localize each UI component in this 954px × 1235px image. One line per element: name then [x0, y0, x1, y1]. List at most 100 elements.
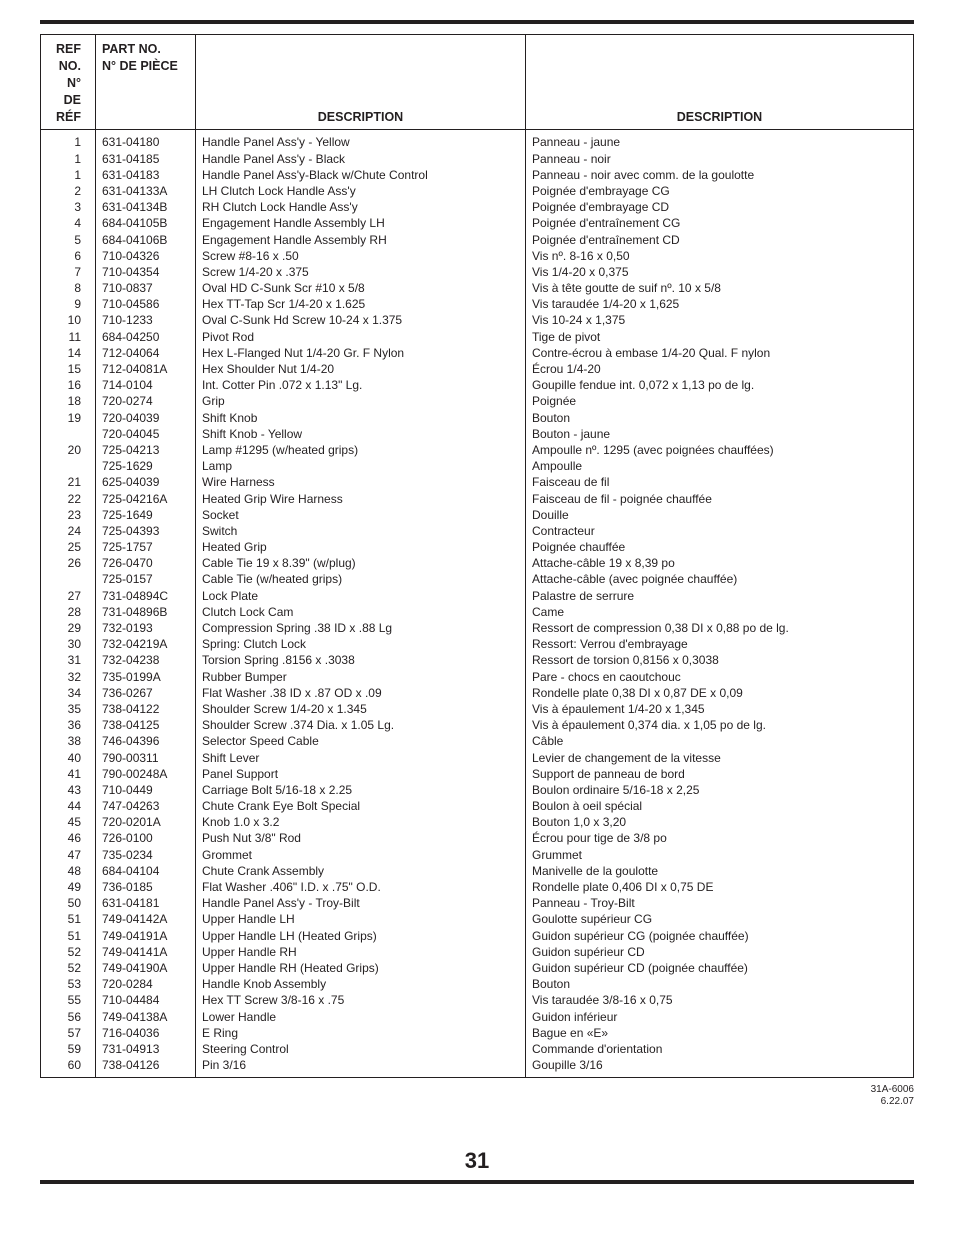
cell-part: 710-04586 — [96, 296, 196, 312]
cell-desc-fr: Vis nº. 8-16 x 0,50 — [526, 248, 914, 264]
cell-part: 725-1629 — [96, 458, 196, 474]
cell-desc-en: Handle Panel Ass'y - Troy-Bilt — [196, 895, 526, 911]
cell-desc-fr: Poignée d'entraînement CG — [526, 215, 914, 231]
table-row: 14712-04064Hex L-Flanged Nut 1/4-20 Gr. … — [41, 345, 914, 361]
table-row: 52749-04190AUpper Handle RH (Heated Grip… — [41, 960, 914, 976]
table-row: 10710-1233Oval C-Sunk Hd Screw 10-24 x 1… — [41, 312, 914, 328]
cell-desc-fr: Goupille fendue int. 0,072 x 1,13 po de … — [526, 377, 914, 393]
cell-desc-fr: Vis à tête goutte de suif nº. 10 x 5/8 — [526, 280, 914, 296]
cell-ref: 16 — [41, 377, 96, 393]
table-row: 23725-1649SocketDouille — [41, 507, 914, 523]
cell-desc-fr: Câble — [526, 733, 914, 749]
table-row: 41790-00248APanel SupportSupport de pann… — [41, 766, 914, 782]
cell-ref: 22 — [41, 491, 96, 507]
cell-ref: 57 — [41, 1025, 96, 1041]
cell-part: 631-04183 — [96, 167, 196, 183]
cell-part: 725-1649 — [96, 507, 196, 523]
cell-desc-fr: Ampoulle — [526, 458, 914, 474]
cell-desc-en: Oval C-Sunk Hd Screw 10-24 x 1.375 — [196, 312, 526, 328]
cell-ref: 1 — [41, 130, 96, 151]
cell-part: 731-04896B — [96, 604, 196, 620]
cell-ref: 20 — [41, 442, 96, 458]
cell-part: 625-04039 — [96, 474, 196, 490]
cell-desc-fr: Boulon à oeil spécial — [526, 798, 914, 814]
table-row: 50631-04181Handle Panel Ass'y - Troy-Bil… — [41, 895, 914, 911]
table-row: 25725-1757Heated GripPoignée chauffée — [41, 539, 914, 555]
cell-desc-fr: Guidon supérieur CD (poignée chauffée) — [526, 960, 914, 976]
cell-part: 720-0201A — [96, 814, 196, 830]
cell-desc-fr: Vis taraudée 3/8-16 x 0,75 — [526, 992, 914, 1008]
page-content: REF NO. N° DE RÉF PART NO. N° DE PIÈCE D… — [40, 20, 914, 1108]
cell-part: 725-1757 — [96, 539, 196, 555]
cell-desc-fr: Bouton — [526, 410, 914, 426]
cell-ref: 2 — [41, 183, 96, 199]
cell-ref: 48 — [41, 863, 96, 879]
cell-desc-fr: Tige de pivot — [526, 329, 914, 345]
cell-ref: 51 — [41, 911, 96, 927]
table-row: 59731-04913Steering ControlCommande d'or… — [41, 1041, 914, 1057]
cell-desc-en: Carriage Bolt 5/16-18 x 2.25 — [196, 782, 526, 798]
cell-desc-en: Flat Washer .38 ID x .87 OD x .09 — [196, 685, 526, 701]
table-row: 53720-0284Handle Knob AssemblyBouton — [41, 976, 914, 992]
cell-desc-en: Selector Speed Cable — [196, 733, 526, 749]
table-row: 55710-04484Hex TT Screw 3/8-16 x .75Vis … — [41, 992, 914, 1008]
cell-desc-fr: Ampoulle nº. 1295 (avec poignées chauffé… — [526, 442, 914, 458]
cell-desc-en: Heated Grip — [196, 539, 526, 555]
table-row: 3631-04134BRH Clutch Lock Handle Ass'yPo… — [41, 199, 914, 215]
table-row: 32735-0199ARubber BumperPare - chocs en … — [41, 669, 914, 685]
cell-part: 749-04138A — [96, 1009, 196, 1025]
table-row: 49736-0185Flat Washer .406" I.D. x .75" … — [41, 879, 914, 895]
cell-ref: 36 — [41, 717, 96, 733]
cell-ref: 52 — [41, 944, 96, 960]
cell-desc-en: Shift Lever — [196, 750, 526, 766]
header-ref: REF NO. N° DE RÉF — [41, 35, 96, 130]
cell-ref: 38 — [41, 733, 96, 749]
cell-desc-fr: Ressort de torsion 0,8156 x 0,3038 — [526, 652, 914, 668]
cell-ref: 29 — [41, 620, 96, 636]
table-row: 29732-0193Compression Spring .38 ID x .8… — [41, 620, 914, 636]
cell-ref: 28 — [41, 604, 96, 620]
cell-part: 746-04396 — [96, 733, 196, 749]
cell-desc-fr: Pare - chocs en caoutchouc — [526, 669, 914, 685]
cell-desc-en: Grip — [196, 393, 526, 409]
cell-part: 732-04219A — [96, 636, 196, 652]
cell-ref: 40 — [41, 750, 96, 766]
table-row: 47735-0234GrommetGrummet — [41, 847, 914, 863]
cell-desc-en: Panel Support — [196, 766, 526, 782]
cell-ref: 9 — [41, 296, 96, 312]
cell-desc-fr: Faisceau de fil — [526, 474, 914, 490]
cell-part: 631-04133A — [96, 183, 196, 199]
cell-desc-en: Int. Cotter Pin .072 x 1.13" Lg. — [196, 377, 526, 393]
cell-ref: 47 — [41, 847, 96, 863]
cell-ref: 4 — [41, 215, 96, 231]
cell-desc-fr: Manivelle de la goulotte — [526, 863, 914, 879]
cell-part: 738-04126 — [96, 1057, 196, 1078]
cell-desc-en: Hex Shoulder Nut 1/4-20 — [196, 361, 526, 377]
header-desc-en: DESCRIPTION — [196, 35, 526, 130]
page-footer: 31 — [40, 1148, 914, 1184]
cell-part: 720-0284 — [96, 976, 196, 992]
cell-desc-en: Shift Knob — [196, 410, 526, 426]
table-row: 51749-04142AUpper Handle LHGoulotte supé… — [41, 911, 914, 927]
cell-desc-en: Hex TT-Tap Scr 1/4-20 x 1.625 — [196, 296, 526, 312]
table-row: 9710-04586Hex TT-Tap Scr 1/4-20 x 1.625V… — [41, 296, 914, 312]
cell-ref: 24 — [41, 523, 96, 539]
table-row: 46726-0100Push Nut 3/8" RodÉcrou pour ti… — [41, 830, 914, 846]
cell-desc-fr: Vis 10-24 x 1,375 — [526, 312, 914, 328]
cell-ref: 6 — [41, 248, 96, 264]
cell-ref: 59 — [41, 1041, 96, 1057]
table-row: 4684-04105BEngagement Handle Assembly LH… — [41, 215, 914, 231]
cell-part: 725-04393 — [96, 523, 196, 539]
cell-ref: 19 — [41, 410, 96, 426]
cell-desc-en: Upper Handle RH — [196, 944, 526, 960]
cell-desc-en: Handle Panel Ass'y - Black — [196, 151, 526, 167]
cell-part: 731-04913 — [96, 1041, 196, 1057]
cell-desc-fr: Poignée — [526, 393, 914, 409]
cell-part: 631-04185 — [96, 151, 196, 167]
cell-part: 720-04045 — [96, 426, 196, 442]
cell-ref — [41, 571, 96, 587]
cell-part: 790-00311 — [96, 750, 196, 766]
cell-desc-en: Chute Crank Assembly — [196, 863, 526, 879]
cell-ref: 11 — [41, 329, 96, 345]
cell-ref: 44 — [41, 798, 96, 814]
